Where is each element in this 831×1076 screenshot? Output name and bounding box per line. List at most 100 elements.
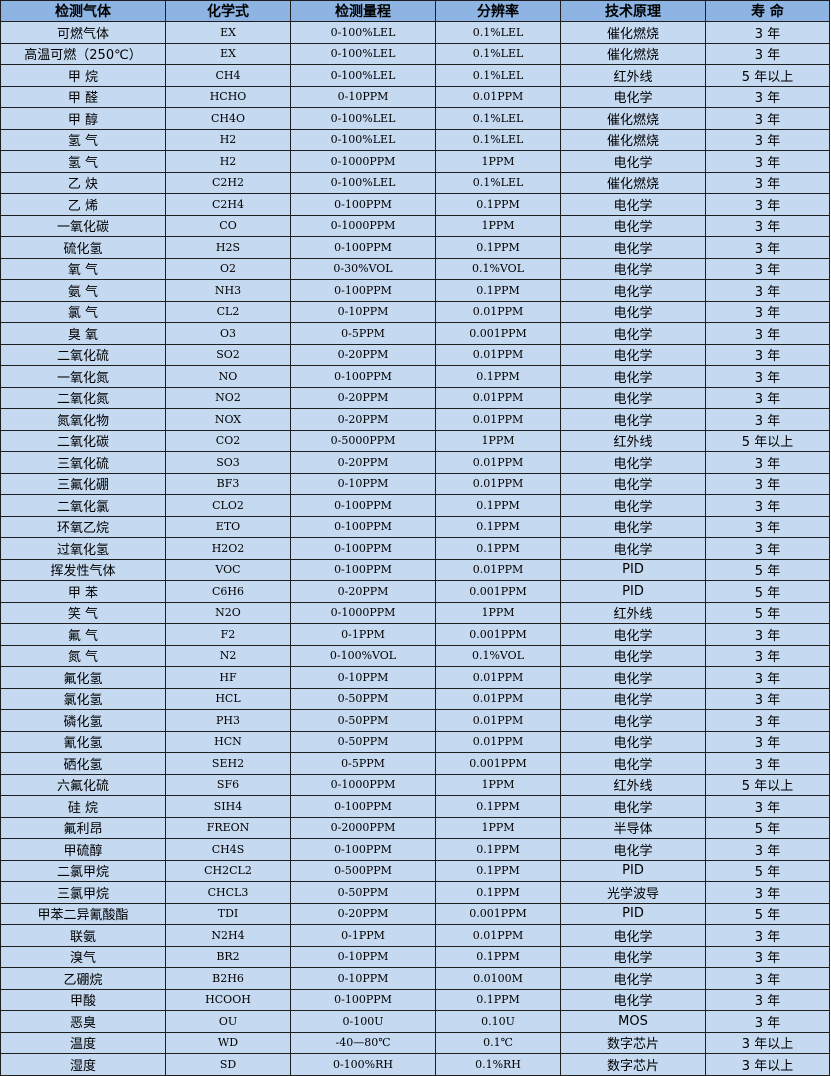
cell-principle: 电化学 xyxy=(560,515,706,538)
cell-principle: 电化学 xyxy=(560,709,706,732)
cell-resolution: 0.001PPM xyxy=(435,902,561,925)
cell-gas-name: 氟利昂 xyxy=(0,816,166,839)
cell-principle: 红外线 xyxy=(560,773,706,796)
cell-gas-name: 联氨 xyxy=(0,924,166,947)
table-row: 三氟化硼 BF3 0-10PPM 0.01PPM 电化学 3 年 xyxy=(0,472,830,495)
cell-range: 0-1000PPM xyxy=(290,773,436,796)
cell-range: 0-30%VOL xyxy=(290,257,436,280)
table-row: 二氧化硫 SO2 0-20PPM 0.01PPM 电化学 3 年 xyxy=(0,343,830,366)
cell-range: 0-10PPM xyxy=(290,85,436,108)
cell-resolution: 0.0100M xyxy=(435,967,561,990)
cell-gas-name: 二氧化碳 xyxy=(0,429,166,452)
table-row: 笑 气 N2O 0-1000PPM 1PPM 红外线 5 年 xyxy=(0,601,830,624)
cell-resolution: 0.1%VOL xyxy=(435,644,561,667)
table-row: 联氨 N2H4 0-1PPM 0.01PPM 电化学 3 年 xyxy=(0,924,830,947)
cell-lifespan: 3 年 xyxy=(705,644,830,667)
cell-formula: BR2 xyxy=(165,945,291,968)
cell-range: 0-20PPM xyxy=(290,902,436,925)
table-row: 甲 苯 C6H6 0-20PPM 0.001PPM PID 5 年 xyxy=(0,580,830,603)
cell-gas-name: 氯化氢 xyxy=(0,687,166,710)
cell-principle: PID xyxy=(560,580,706,603)
cell-resolution: 1PPM xyxy=(435,816,561,839)
cell-formula: CLO2 xyxy=(165,494,291,517)
column-header-principle: 技术原理 xyxy=(560,0,706,22)
table-row: 高温可燃（250℃） EX 0-100%LEL 0.1%LEL 催化燃烧 3 年 xyxy=(0,42,830,65)
cell-resolution: 0.01PPM xyxy=(435,343,561,366)
cell-principle: 电化学 xyxy=(560,257,706,280)
cell-formula: O2 xyxy=(165,257,291,280)
cell-range: 0-5000PPM xyxy=(290,429,436,452)
cell-resolution: 0.1%LEL xyxy=(435,64,561,87)
cell-formula: SF6 xyxy=(165,773,291,796)
cell-lifespan: 3 年 xyxy=(705,21,830,44)
cell-resolution: 0.01PPM xyxy=(435,558,561,581)
cell-principle: 电化学 xyxy=(560,365,706,388)
cell-range: 0-10PPM xyxy=(290,300,436,323)
table-row: 湿度 SD 0-100%RH 0.1%RH 数字芯片 3 年以上 xyxy=(0,1053,830,1076)
cell-lifespan: 3 年以上 xyxy=(705,1053,830,1076)
cell-lifespan: 3 年 xyxy=(705,924,830,947)
cell-principle: 数字芯片 xyxy=(560,1053,706,1076)
cell-resolution: 0.1%LEL xyxy=(435,107,561,130)
cell-resolution: 0.01PPM xyxy=(435,666,561,689)
table-row: 硒化氢 SEH2 0-5PPM 0.001PPM 电化学 3 年 xyxy=(0,752,830,775)
cell-principle: 电化学 xyxy=(560,623,706,646)
cell-gas-name: 硫化氢 xyxy=(0,236,166,259)
table-row: 甲硫醇 CH4S 0-100PPM 0.1PPM 电化学 3 年 xyxy=(0,838,830,861)
cell-lifespan: 3 年 xyxy=(705,795,830,818)
cell-lifespan: 3 年 xyxy=(705,730,830,753)
cell-resolution: 0.001PPM xyxy=(435,752,561,775)
cell-formula: SO2 xyxy=(165,343,291,366)
cell-formula: H2 xyxy=(165,150,291,173)
cell-resolution: 0.01PPM xyxy=(435,408,561,431)
table-row: 乙 烯 C2H4 0-100PPM 0.1PPM 电化学 3 年 xyxy=(0,193,830,216)
cell-lifespan: 3 年 xyxy=(705,408,830,431)
cell-resolution: 0.1%RH xyxy=(435,1053,561,1076)
cell-gas-name: 甲 烷 xyxy=(0,64,166,87)
cell-range: 0-100%VOL xyxy=(290,644,436,667)
cell-range: 0-100PPM xyxy=(290,838,436,861)
cell-principle: 电化学 xyxy=(560,967,706,990)
cell-gas-name: 挥发性气体 xyxy=(0,558,166,581)
cell-gas-name: 臭 氧 xyxy=(0,322,166,345)
cell-formula: B2H6 xyxy=(165,967,291,990)
cell-lifespan: 3 年 xyxy=(705,967,830,990)
cell-principle: 电化学 xyxy=(560,85,706,108)
cell-principle: 电化学 xyxy=(560,644,706,667)
cell-range: 0-2000PPM xyxy=(290,816,436,839)
cell-formula: TDI xyxy=(165,902,291,925)
cell-range: 0-100PPM xyxy=(290,558,436,581)
cell-range: 0-5PPM xyxy=(290,322,436,345)
cell-range: 0-10PPM xyxy=(290,967,436,990)
table-row: 溴气 BR2 0-10PPM 0.1PPM 电化学 3 年 xyxy=(0,945,830,968)
cell-lifespan: 3 年 xyxy=(705,881,830,904)
cell-resolution: 0.01PPM xyxy=(435,730,561,753)
table-row: 氟化氢 HF 0-10PPM 0.01PPM 电化学 3 年 xyxy=(0,666,830,689)
cell-range: 0-50PPM xyxy=(290,709,436,732)
cell-resolution: 0.01PPM xyxy=(435,85,561,108)
cell-lifespan: 5 年 xyxy=(705,859,830,882)
table-row: 环氧乙烷 ETO 0-100PPM 0.1PPM 电化学 3 年 xyxy=(0,515,830,538)
cell-formula: C2H2 xyxy=(165,171,291,194)
cell-formula: H2 xyxy=(165,128,291,151)
cell-lifespan: 3 年 xyxy=(705,322,830,345)
cell-gas-name: 氰化氢 xyxy=(0,730,166,753)
cell-range: 0-10PPM xyxy=(290,666,436,689)
cell-gas-name: 湿度 xyxy=(0,1053,166,1076)
cell-lifespan: 3 年 xyxy=(705,365,830,388)
cell-lifespan: 3 年 xyxy=(705,988,830,1011)
cell-range: 0-10PPM xyxy=(290,945,436,968)
table-row: 甲 烷 CH4 0-100%LEL 0.1%LEL 红外线 5 年以上 xyxy=(0,64,830,87)
table-row: 硅 烷 SIH4 0-100PPM 0.1PPM 电化学 3 年 xyxy=(0,795,830,818)
cell-range: 0-100%LEL xyxy=(290,171,436,194)
cell-resolution: 0.1PPM xyxy=(435,838,561,861)
cell-formula: C2H4 xyxy=(165,193,291,216)
cell-principle: 数字芯片 xyxy=(560,1031,706,1054)
table-row: 二氯甲烷 CH2CL2 0-500PPM 0.1PPM PID 5 年 xyxy=(0,859,830,882)
cell-range: 0-100U xyxy=(290,1010,436,1033)
cell-formula: SO3 xyxy=(165,451,291,474)
cell-lifespan: 3 年 xyxy=(705,1010,830,1033)
cell-resolution: 0.001PPM xyxy=(435,322,561,345)
cell-lifespan: 3 年 xyxy=(705,193,830,216)
cell-principle: 电化学 xyxy=(560,408,706,431)
